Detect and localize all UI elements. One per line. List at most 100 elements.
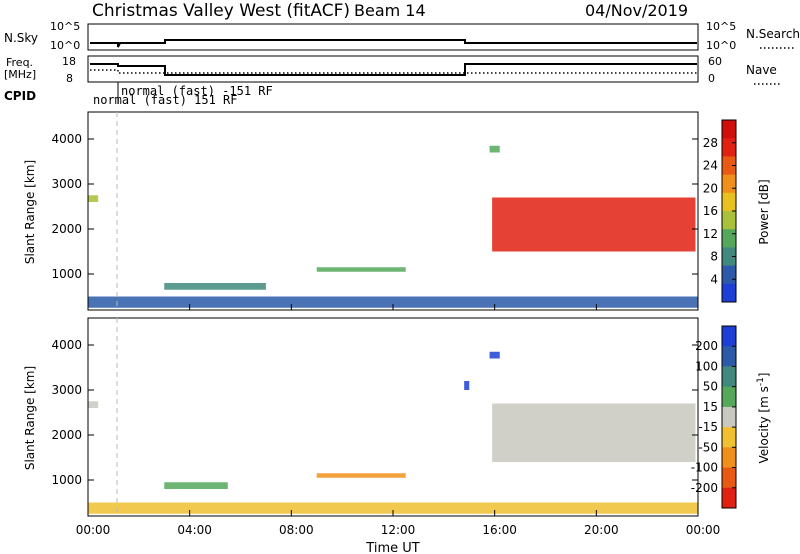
velocity-echo-region-5: [489, 351, 500, 359]
nave-label: Nave: [746, 63, 777, 77]
x-tick-label-2: 08:00: [279, 523, 314, 537]
velocity-ytick-label-2: 3000: [51, 383, 82, 397]
velocity-colorbar-swatch-1: [722, 346, 736, 367]
velocity-colorbar-frame: [721, 325, 737, 509]
velocity-colorbar-label-4: -15: [698, 420, 718, 434]
nave-tick-high: 60: [708, 55, 722, 68]
power-colorbar-label-6: 28: [703, 136, 718, 150]
power-ytick-label-0: 1000: [51, 267, 82, 281]
freq-tick-low: 8: [66, 72, 73, 85]
beam-label: Beam 14: [354, 1, 426, 20]
x-tick-label-6: 00:00: [686, 523, 721, 537]
freq-label-line2: [MHz]: [4, 68, 36, 81]
velocity-echo-region-2: [316, 473, 406, 478]
velocity-colorbar-swatch-4: [722, 406, 736, 428]
freq-panel-frame: [87, 55, 699, 83]
velocity-colorbar-swatch-8: [722, 487, 736, 509]
sky-tick-high: 10^5: [50, 20, 80, 33]
sky-left-label: N.Sky: [4, 31, 38, 45]
power-colorbar-label-4: 20: [703, 181, 718, 195]
velocity-echo-region-6: [88, 401, 99, 408]
power-colorbar-label-1: 8: [710, 250, 718, 264]
freq-trace: [90, 63, 697, 76]
power-colorbar-swatch-9: [722, 283, 736, 303]
x-tick-label-5: 20:00: [584, 523, 619, 537]
velocity-echo-region-0: [88, 502, 698, 514]
power-colorbar-swatch-2: [722, 156, 736, 176]
velocity-colorbar-label-1: 100: [695, 359, 718, 373]
power-ytick-label-3: 4000: [51, 132, 82, 146]
velocity-y-label: Slant Range [km]: [23, 366, 37, 470]
cpid-text-1: normal (fast) -151 RF: [121, 84, 273, 98]
power-echo-region-0: [88, 296, 698, 308]
nave-tick-low: 0: [708, 72, 715, 85]
power-echo-region-1: [164, 283, 266, 290]
velocity-colorbar-swatch-7: [722, 467, 736, 489]
cpid-label: CPID: [4, 89, 36, 103]
power-echo-region-2: [316, 267, 406, 272]
power-colorbar-swatch-0: [722, 120, 736, 139]
power-colorbar-swatch-8: [722, 265, 736, 285]
x-tick-label-4: 16:00: [482, 523, 517, 537]
power-ytick-label-2: 3000: [51, 177, 82, 191]
power-colorbar-swatch-3: [722, 174, 736, 194]
power-data-layer: [88, 145, 698, 308]
x-axis-label: Time UT: [365, 541, 419, 554]
velocity-colorbar-label: Velocity [m s-1]: [756, 373, 771, 464]
cpid-text-2: normal (fast) 151 RF: [93, 93, 238, 107]
velocity-ytick-label-0: 1000: [51, 473, 82, 487]
velocity-colorbar-swatch-6: [722, 447, 736, 469]
power-panel: 1000 2000 3000 4000 Slant Range [km] 4 8 12 16…: [23, 111, 771, 311]
velocity-colorbar-label-0: 200: [695, 339, 718, 353]
date-label: 04/Nov/2019: [585, 1, 688, 20]
velocity-colorbar-swatch-5: [722, 427, 736, 448]
power-y-label: Slant Range [km]: [23, 160, 37, 264]
power-colorbar-label-0: 4: [710, 272, 718, 286]
power-echo-region-4: [88, 195, 99, 202]
sky-right-label: N.Search: [746, 27, 800, 41]
power-colorbar-swatch-7: [722, 247, 736, 267]
power-colorbar-swatch-1: [722, 138, 736, 157]
power-colorbar-swatch-5: [722, 211, 736, 230]
x-axis: 00:00 04:00 08:00 12:00 16:00 20:00 00:00: [76, 304, 721, 537]
power-y-axis: 1000 2000 3000 4000: [51, 132, 698, 281]
velocity-data-layer: [88, 351, 698, 514]
velocity-colorbar-label-5: -50: [698, 440, 718, 454]
station-title: Christmas Valley West (fitACF): [92, 1, 350, 21]
sky-right-tick-high: 10^5: [706, 20, 736, 33]
velocity-ytick-label-1: 2000: [51, 428, 82, 442]
sky-right-tick-low: 10^0: [706, 39, 736, 52]
nsky-trace: [90, 39, 697, 48]
freq-tick-high: 18: [62, 55, 76, 68]
power-ytick-label-1: 2000: [51, 222, 82, 236]
velocity-echo-region-1: [164, 482, 228, 489]
velocity-colorbar-label-2: 50: [703, 380, 718, 394]
x-tick-label-0: 00:00: [76, 523, 111, 537]
velocity-colorbar: 200 100 50 15 -15 -50 -100 -200: [691, 325, 737, 509]
sky-panel-frame: [87, 23, 699, 51]
x-tick-label-1: 04:00: [177, 523, 212, 537]
power-colorbar-label-3: 16: [703, 204, 718, 218]
power-colorbar-label-2: 12: [703, 227, 718, 241]
power-colorbar-label: Power [dB]: [757, 179, 771, 244]
velocity-colorbar-label-3: 15: [703, 400, 718, 414]
velocity-colorbar-label-6: -100: [691, 461, 718, 475]
velocity-y-axis: 1000 2000 3000 4000: [51, 338, 698, 487]
power-colorbar-label-5: 24: [703, 159, 718, 173]
velocity-echo-region-3: [492, 403, 696, 462]
velocity-colorbar-swatch-3: [722, 386, 736, 408]
power-echo-region-3: [492, 197, 696, 252]
power-echo-region-5: [489, 145, 500, 153]
freq-label-line1: Freq.: [6, 56, 33, 69]
power-colorbar: 4 8 12 16 20 24 28: [703, 119, 737, 303]
velocity-ytick-label-3: 4000: [51, 338, 82, 352]
sky-tick-low: 10^0: [50, 39, 80, 52]
velocity-echo-region-4: [464, 381, 470, 390]
power-colorbar-swatch-4: [722, 192, 736, 212]
velocity-colorbar-label-7: -200: [691, 481, 718, 495]
x-tick-label-3: 12:00: [381, 523, 416, 537]
velocity-colorbar-swatch-0: [722, 326, 736, 347]
power-colorbar-swatch-6: [722, 229, 736, 248]
